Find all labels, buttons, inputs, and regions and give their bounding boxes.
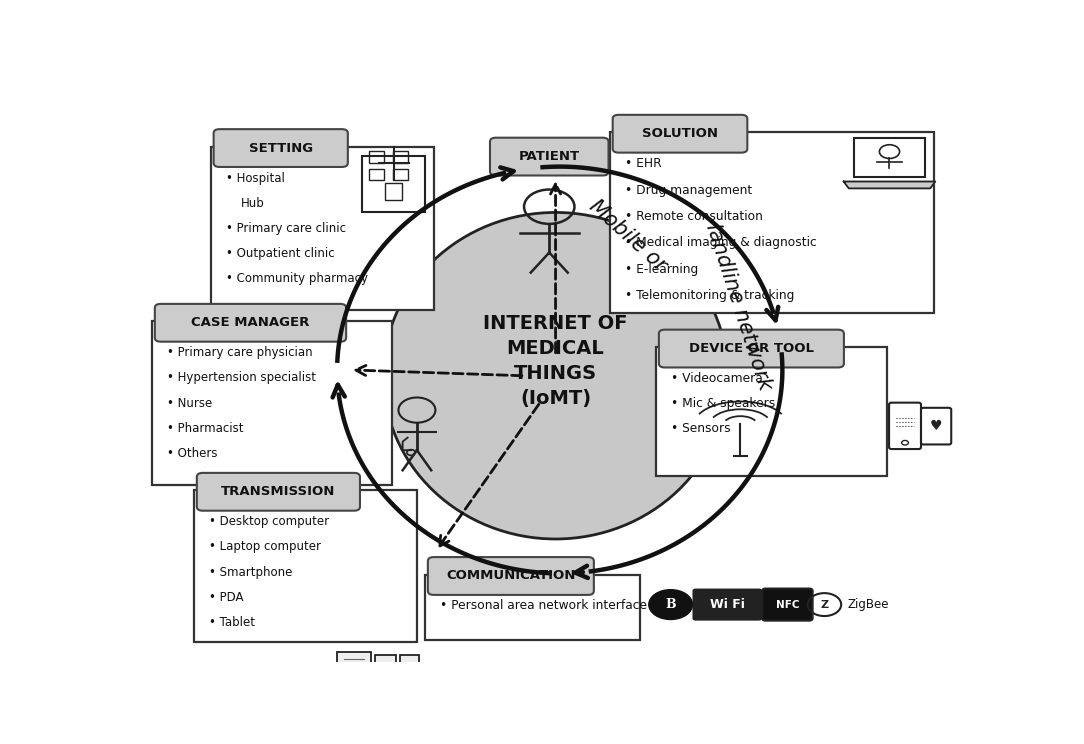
FancyBboxPatch shape [214,129,348,167]
Text: Hub: Hub [241,196,264,210]
FancyBboxPatch shape [194,490,417,642]
FancyBboxPatch shape [610,132,933,312]
Text: • Smartphone: • Smartphone [209,565,293,579]
FancyBboxPatch shape [400,655,418,681]
FancyBboxPatch shape [693,589,762,620]
Text: • Pharmacist: • Pharmacist [167,422,244,435]
FancyBboxPatch shape [612,115,747,153]
Text: • Videocamera: • Videocamera [671,372,763,385]
Text: INTERNET OF
MEDICAL
THINGS
(IoMT): INTERNET OF MEDICAL THINGS (IoMT) [483,315,628,408]
FancyBboxPatch shape [656,347,888,476]
Text: • Medical imaging & diagnostic: • Medical imaging & diagnostic [625,237,817,249]
Text: • Nurse: • Nurse [167,397,212,410]
Text: Mobile or: Mobile or [585,196,670,275]
Text: NFC: NFC [776,600,799,609]
Text: • Community pharmacy: • Community pharmacy [227,272,369,286]
Text: • EHR: • EHR [625,157,662,170]
Text: PATIENT: PATIENT [518,150,580,163]
FancyBboxPatch shape [375,655,396,684]
Text: ♥: ♥ [930,419,942,432]
Text: • Desktop computer: • Desktop computer [209,516,330,528]
Text: SOLUTION: SOLUTION [642,127,718,140]
Text: • Drug management: • Drug management [625,184,752,196]
Text: • E-learning: • E-learning [625,263,698,275]
Text: • Remote consultation: • Remote consultation [625,210,763,223]
Text: • Sensors: • Sensors [671,423,731,435]
Text: Wi Fi: Wi Fi [710,598,745,611]
Text: TRANSMISSION: TRANSMISSION [221,485,336,498]
Text: • PDA: • PDA [209,591,244,604]
Text: COMMUNICATION: COMMUNICATION [447,569,576,583]
Text: ZigBee: ZigBee [847,598,889,611]
Text: SETTING: SETTING [248,141,313,155]
Text: • Others: • Others [167,447,218,460]
Text: Z: Z [821,600,828,609]
Text: • Outpatient clinic: • Outpatient clinic [227,247,335,260]
Text: landline network: landline network [702,221,775,393]
Text: • Laptop computer: • Laptop computer [209,540,322,554]
Text: • Hospital: • Hospital [227,172,285,185]
Circle shape [649,590,693,620]
Text: • Primary care physician: • Primary care physician [167,346,313,359]
FancyBboxPatch shape [337,652,371,688]
Text: CASE MANAGER: CASE MANAGER [191,316,310,330]
Text: B: B [666,598,676,611]
FancyBboxPatch shape [428,557,594,595]
Text: • Telemonitoring & tracking: • Telemonitoring & tracking [625,289,795,302]
Text: • Hypertension specialist: • Hypertension specialist [167,371,317,385]
FancyBboxPatch shape [152,321,391,484]
FancyBboxPatch shape [197,473,360,510]
Text: • Tablet: • Tablet [209,616,256,629]
FancyBboxPatch shape [659,330,844,368]
FancyBboxPatch shape [490,138,608,176]
FancyBboxPatch shape [155,304,346,341]
Text: • Personal area network interface: • Personal area network interface [440,600,647,612]
Polygon shape [843,182,935,188]
Text: • Mic & speakers: • Mic & speakers [671,397,776,410]
FancyBboxPatch shape [211,147,434,310]
Text: • Primary care clinic: • Primary care clinic [227,222,346,235]
FancyBboxPatch shape [762,589,813,620]
Ellipse shape [384,213,727,539]
Text: DEVICE OR TOOL: DEVICE OR TOOL [689,342,814,355]
FancyBboxPatch shape [425,574,640,641]
